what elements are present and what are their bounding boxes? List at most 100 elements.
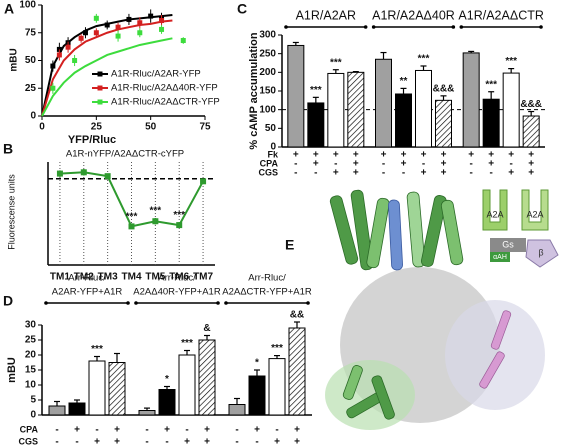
condition-sign: + (353, 168, 359, 179)
bar (327, 72, 345, 148)
inset-a2a-left (482, 189, 508, 231)
bar (248, 375, 266, 416)
condition-sign: - (235, 437, 238, 447)
annotation: & (203, 323, 210, 334)
condition-label: CPA (260, 158, 279, 168)
condition-sign: + (333, 150, 339, 161)
point (56, 170, 63, 177)
condition-sign: + (164, 425, 170, 436)
y-tick-label: 5 (30, 395, 36, 406)
chart-title: A1R-nYFP/A2AΔCTR-cYFP (66, 149, 184, 160)
condition-sign: - (185, 425, 188, 436)
condition-sign: + (528, 159, 534, 170)
y-tick-label: 10 (25, 380, 37, 391)
legend-label: A1R-Rluc/A2AΔ40R-YFP (111, 83, 218, 94)
y-tick-label: 15 (25, 365, 37, 376)
annotation: && (290, 310, 304, 321)
group-label: Arr-Rluc/ (68, 273, 106, 284)
bar (268, 358, 286, 416)
point (50, 63, 56, 69)
condition-sign: + (508, 168, 514, 179)
x-tick-label: 0 (39, 122, 45, 133)
point (93, 30, 99, 36)
inset-a2a-right (521, 189, 549, 231)
y-tick-label: 250 (259, 48, 276, 59)
condition-sign: + (204, 437, 210, 447)
condition-sign: + (528, 168, 534, 179)
annotation: * (165, 374, 169, 385)
inset-gs (490, 238, 526, 252)
annotation: *** (91, 344, 103, 355)
bar (198, 339, 216, 416)
inset-label: αAH (493, 254, 507, 261)
condition-sign: + (184, 437, 190, 447)
group-label: A2AΔCTR-YFP+A1R (222, 287, 312, 298)
condition-sign: + (353, 159, 359, 170)
bar (287, 44, 305, 148)
condition-sign: + (488, 150, 494, 161)
condition-sign: - (95, 425, 98, 436)
point (128, 223, 135, 230)
bar (307, 102, 325, 148)
point (50, 85, 56, 91)
legend-marker (97, 85, 103, 91)
group-label: A2AΔ40R-YFP+A1R (133, 287, 221, 298)
panel-letter: C (237, 1, 247, 17)
bar (482, 98, 500, 148)
point (65, 44, 71, 50)
condition-sign: - (382, 159, 385, 170)
condition-sign: + (254, 425, 260, 436)
point (56, 52, 62, 58)
group-label: A1R/A2AΔCTR (458, 8, 543, 22)
condition-sign: - (235, 425, 238, 436)
bar (68, 402, 86, 416)
y-tick-label: 300 (259, 30, 276, 41)
annotation: &&& (433, 83, 455, 94)
group-label: A1R/A2AR (296, 8, 356, 22)
x-tick-label: TM3 (98, 272, 118, 283)
condition-sign: - (422, 159, 425, 170)
condition-sign: - (145, 437, 148, 447)
condition-sign: + (114, 425, 120, 436)
fit-line (41, 19, 173, 117)
condition-sign: + (508, 150, 514, 161)
bar (288, 327, 306, 416)
x-tick-label: 25 (91, 122, 103, 133)
condition-sign: + (293, 150, 299, 161)
x-tick-label: TM2 (74, 272, 94, 283)
point (93, 15, 99, 21)
annotation: ** (400, 76, 408, 87)
point (137, 20, 143, 26)
condition-sign: + (353, 150, 359, 161)
bar (522, 115, 540, 148)
bar (502, 72, 520, 148)
condition-sign: + (313, 159, 319, 170)
y-tick-label: 30 (25, 320, 37, 331)
x-tick-label: TM5 (145, 272, 165, 283)
y-axis-label: mBU (6, 357, 18, 383)
bracket-end (224, 301, 228, 305)
bar (435, 99, 452, 148)
y-tick-label: 100 (19, 0, 36, 11)
condition-sign: + (274, 437, 280, 447)
beta-surface (445, 300, 545, 410)
bar (347, 71, 365, 148)
condition-sign: - (469, 159, 472, 170)
annotation: *** (150, 206, 162, 217)
condition-sign: + (401, 150, 407, 161)
point (159, 18, 165, 24)
group-label: A1R/A2AΔ40R (372, 8, 455, 22)
group-label: Arr-Rluc/ (158, 273, 196, 284)
point (80, 169, 87, 176)
condition-sign: - (55, 437, 58, 447)
bar (228, 404, 246, 416)
condition-sign: - (75, 437, 78, 447)
bracket-end (306, 301, 310, 305)
bracket-end (44, 301, 48, 305)
helices (329, 189, 464, 420)
condition-label: Fk (267, 149, 278, 159)
annotation: *** (418, 54, 430, 65)
annotation: *** (126, 211, 138, 222)
